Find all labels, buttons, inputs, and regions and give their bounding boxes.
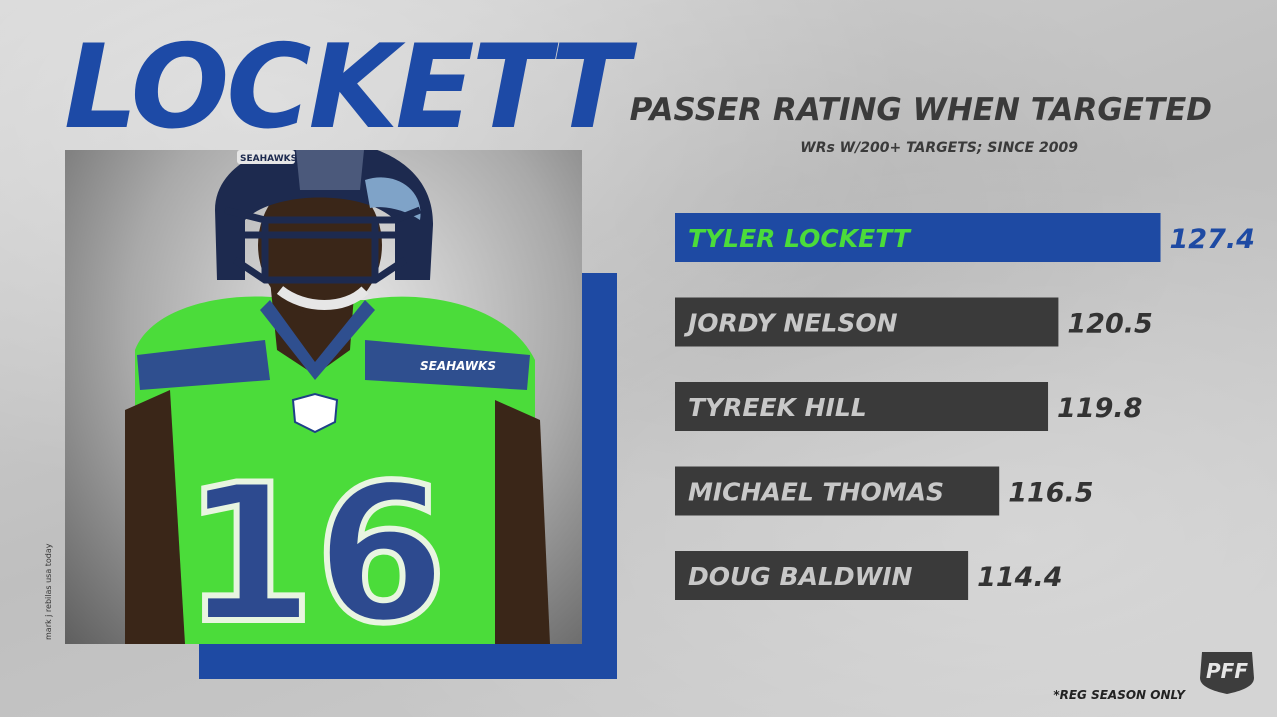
bar-category-label: TYLER LOCKETT <box>688 224 912 253</box>
bar-category-label: DOUG BALDWIN <box>688 562 912 591</box>
bar-value-label: 114.4 <box>977 562 1062 593</box>
photo-credit: mark j rebilas usa today <box>44 543 53 640</box>
bar-category-label: JORDY NELSON <box>683 309 898 338</box>
bar-row: TYREEK HILL 119.8 <box>675 382 1142 431</box>
player-illustration: 16 SEAHAWKS SEAHAWKS <box>125 150 550 644</box>
left-arm <box>125 390 185 644</box>
hero-title: LOCKETT <box>64 20 630 155</box>
bar-row: DOUG BALDWIN 114.4 <box>675 551 1063 600</box>
right-shoulder-stripe <box>365 340 530 390</box>
bar-row: TYLER LOCKETT 127.4 <box>675 213 1255 262</box>
left-shoulder-stripe <box>137 340 270 390</box>
player-photo: 16 SEAHAWKS SEAHAWKS <box>65 150 582 644</box>
chart-title: PASSER RATING WHEN TARGETED <box>629 92 1212 128</box>
bar-value-label: 127.4 <box>1170 224 1255 255</box>
chin-strap <box>276 285 369 310</box>
facemask <box>224 206 422 284</box>
footnote: *REG SEASON ONLY <box>1053 688 1185 702</box>
bar-row: MICHAEL THOMAS 116.5 <box>675 466 1094 516</box>
collar <box>260 300 375 380</box>
bar <box>675 297 1059 347</box>
chart-subtitle: WRs W/200+ TARGETS; SINCE 2009 <box>800 140 1078 156</box>
bar-value-label: 119.8 <box>1057 393 1142 424</box>
pff-logo-icon: PFF <box>1200 652 1254 694</box>
bar <box>675 466 1000 516</box>
helmet-text-plate <box>237 150 295 164</box>
helmet-text: SEAHAWKS <box>240 154 297 164</box>
seahawks-logo-icon <box>365 177 421 220</box>
jersey-number: 16 <box>183 444 447 644</box>
helmet-stripe <box>296 150 364 190</box>
bar <box>675 382 1049 431</box>
bar-row: JORDY NELSON 120.5 <box>675 297 1153 347</box>
bar-value-label: 116.5 <box>1008 478 1093 509</box>
bar-value-label: 120.5 <box>1067 309 1152 340</box>
bar-chart: TYLER LOCKETT 127.4 JORDY NELSON 120.5 TYREE… <box>675 213 1255 600</box>
right-arm <box>495 400 550 644</box>
jersey-chest-text: SEAHAWKS <box>420 359 496 373</box>
bar <box>675 213 1161 262</box>
nfl-shield-icon <box>291 392 339 434</box>
bar-category-label: MICHAEL THOMAS <box>688 478 944 507</box>
pff-logo-text: PFF <box>1206 659 1248 683</box>
bar <box>675 551 969 600</box>
bar-category-label: TYREEK HILL <box>688 393 867 422</box>
